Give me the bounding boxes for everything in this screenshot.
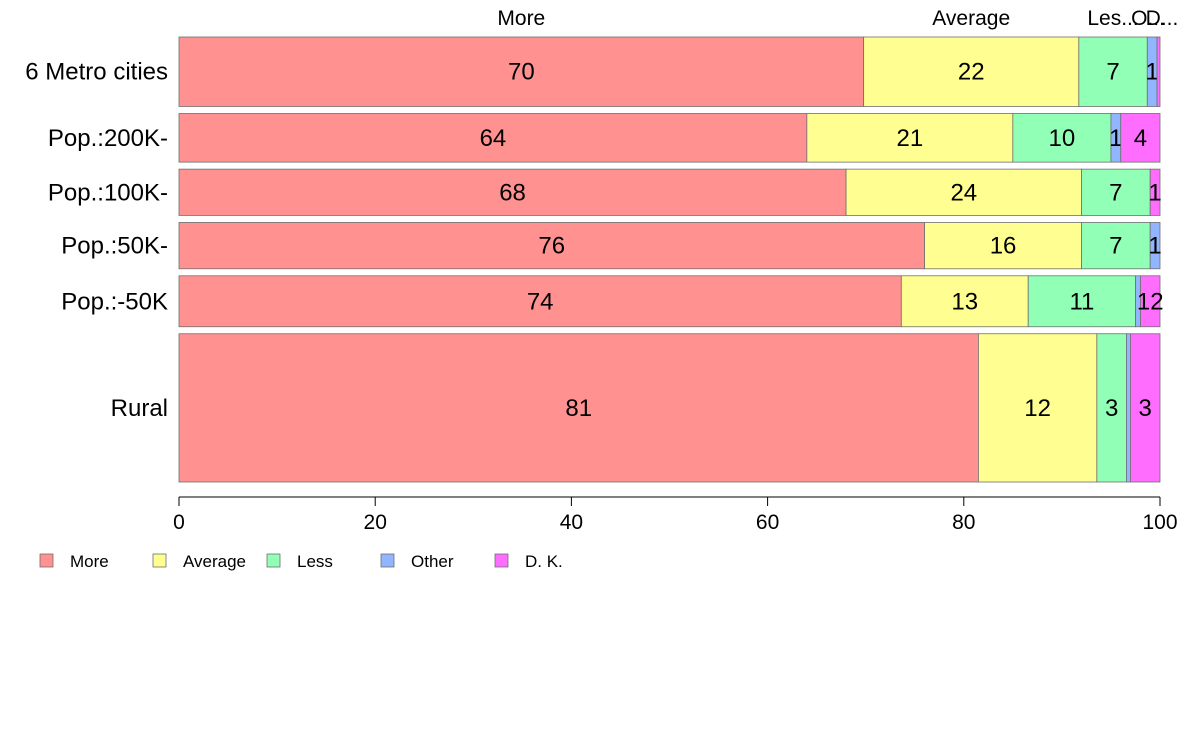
category-label-pop-50k: Pop.:50K- [61, 233, 168, 260]
data-label-pop-50k-more: 74 [527, 288, 554, 315]
legend-label-average: Average [183, 552, 246, 571]
bar-pop-50k-more [178, 222, 925, 270]
data-label-pop-50k-other: 1 [1148, 233, 1161, 260]
data-label-pop-200k-average: 21 [896, 125, 923, 152]
data-label-pop-100k-less: 7 [1109, 179, 1122, 206]
bar-pop-50k-other [1149, 222, 1161, 270]
data-label-pop-200k-less: 10 [1049, 125, 1076, 152]
bar-pop-50k-more [178, 275, 902, 328]
bar-rural-other [1126, 333, 1131, 483]
top-label-average: Average [932, 7, 1010, 30]
category-label-rural: Rural [111, 395, 168, 422]
top-label-more: More [497, 7, 545, 30]
data-label-pop-200k-more: 64 [480, 125, 507, 152]
bar-pop-100k-more [178, 168, 847, 216]
bar-pop-50k-average [900, 275, 1029, 328]
data-label-6-metro-cities-less: 7 [1106, 59, 1119, 86]
data-label-6-metro-cities-average: 22 [958, 59, 985, 86]
data-label-pop-50k-less: 7 [1109, 233, 1122, 260]
category-label-pop-200k: Pop.:200K- [48, 125, 168, 152]
category-labels: 6 Metro cities Pop.:200K- Pop.:100K- Pop.:5… [25, 59, 168, 422]
legend-swatch-more [39, 553, 54, 568]
x-tick-label-100: 100 [1142, 511, 1177, 534]
data-label-pop-100k-more: 68 [499, 179, 526, 206]
bar-rural-less [1096, 333, 1127, 483]
category-label-6-metro-cities: 6 Metro cities [25, 59, 168, 86]
legend-swatch-d-k [494, 553, 509, 568]
bar-pop-200k-less [1012, 113, 1112, 163]
category-label-pop-50k: Pop.:-50K [61, 288, 168, 315]
bar-pop-50k-average [924, 222, 1082, 270]
bar-pop-200k-more [178, 113, 808, 163]
legend-label-more: More [70, 552, 109, 571]
category-label-pop-100k: Pop.:100K- [48, 179, 168, 206]
legend-label-d-k: D. K. [525, 552, 563, 571]
bar-6-metro-cities-less [1078, 36, 1148, 107]
data-label-pop-50k-less: 11 [1069, 288, 1094, 315]
x-tick-label-80: 80 [952, 511, 975, 534]
top-series-labels: More Average Les...O...D... [497, 7, 1178, 30]
top-label-less: Les... [1087, 7, 1138, 30]
legend-label-less: Less [297, 552, 333, 571]
bar-6-metro-cities-d-k [1156, 36, 1161, 107]
legend: More Average Less Other D. K. [39, 552, 563, 571]
x-tick-label-40: 40 [560, 511, 583, 534]
legend-swatch-average [152, 553, 167, 568]
data-label-pop-50k-more: 76 [538, 233, 565, 260]
top-label-other: O... [1131, 7, 1165, 30]
data-label-pop-100k-d-k: 1 [1148, 179, 1161, 206]
data-label-rural-less: 3 [1105, 395, 1118, 422]
data-label-6-metro-cities-other: 1 [1145, 59, 1158, 86]
data-label-pop-100k-average: 24 [950, 179, 977, 206]
data-label-pop-50k-d-k: 12 [1137, 288, 1164, 315]
data-label-6-metro-cities-more: 70 [508, 59, 535, 86]
bar-pop-200k-d-k [1120, 113, 1161, 163]
bar-pop-50k-less [1027, 275, 1136, 328]
data-label-pop-200k-other: 1 [1109, 125, 1122, 152]
data-label-pop-50k-average: 13 [951, 288, 978, 315]
data-label-pop-200k-d-k: 4 [1134, 125, 1147, 152]
bar-6-metro-cities-more [178, 36, 865, 107]
legend-label-other: Other [411, 552, 454, 571]
bar-pop-100k-average [845, 168, 1082, 216]
bar-rural-more [178, 333, 979, 483]
data-label-rural-average: 12 [1024, 395, 1051, 422]
bar-rural-average [978, 333, 1098, 483]
bar-pop-50k-less [1081, 222, 1151, 270]
bar-pop-100k-d-k [1149, 168, 1161, 216]
legend-swatch-other [380, 553, 395, 568]
x-tick-label-0: 0 [173, 511, 185, 534]
bar-rural-d-k [1129, 333, 1161, 483]
bar-pop-50k-d-k [1140, 275, 1161, 328]
top-label-d-k: D... [1146, 7, 1179, 30]
data-label-rural-d-k: 3 [1139, 395, 1152, 422]
data-label-rural-more: 81 [565, 395, 592, 422]
x-axis: 0 20 40 60 80 100 [173, 496, 1178, 534]
bar-pop-100k-less [1081, 168, 1151, 216]
x-tick-label-60: 60 [756, 511, 779, 534]
legend-swatch-less [266, 553, 281, 568]
data-label-pop-50k-average: 16 [990, 233, 1017, 260]
x-tick-label-20: 20 [364, 511, 387, 534]
bar-pop-200k-average [806, 113, 1014, 163]
